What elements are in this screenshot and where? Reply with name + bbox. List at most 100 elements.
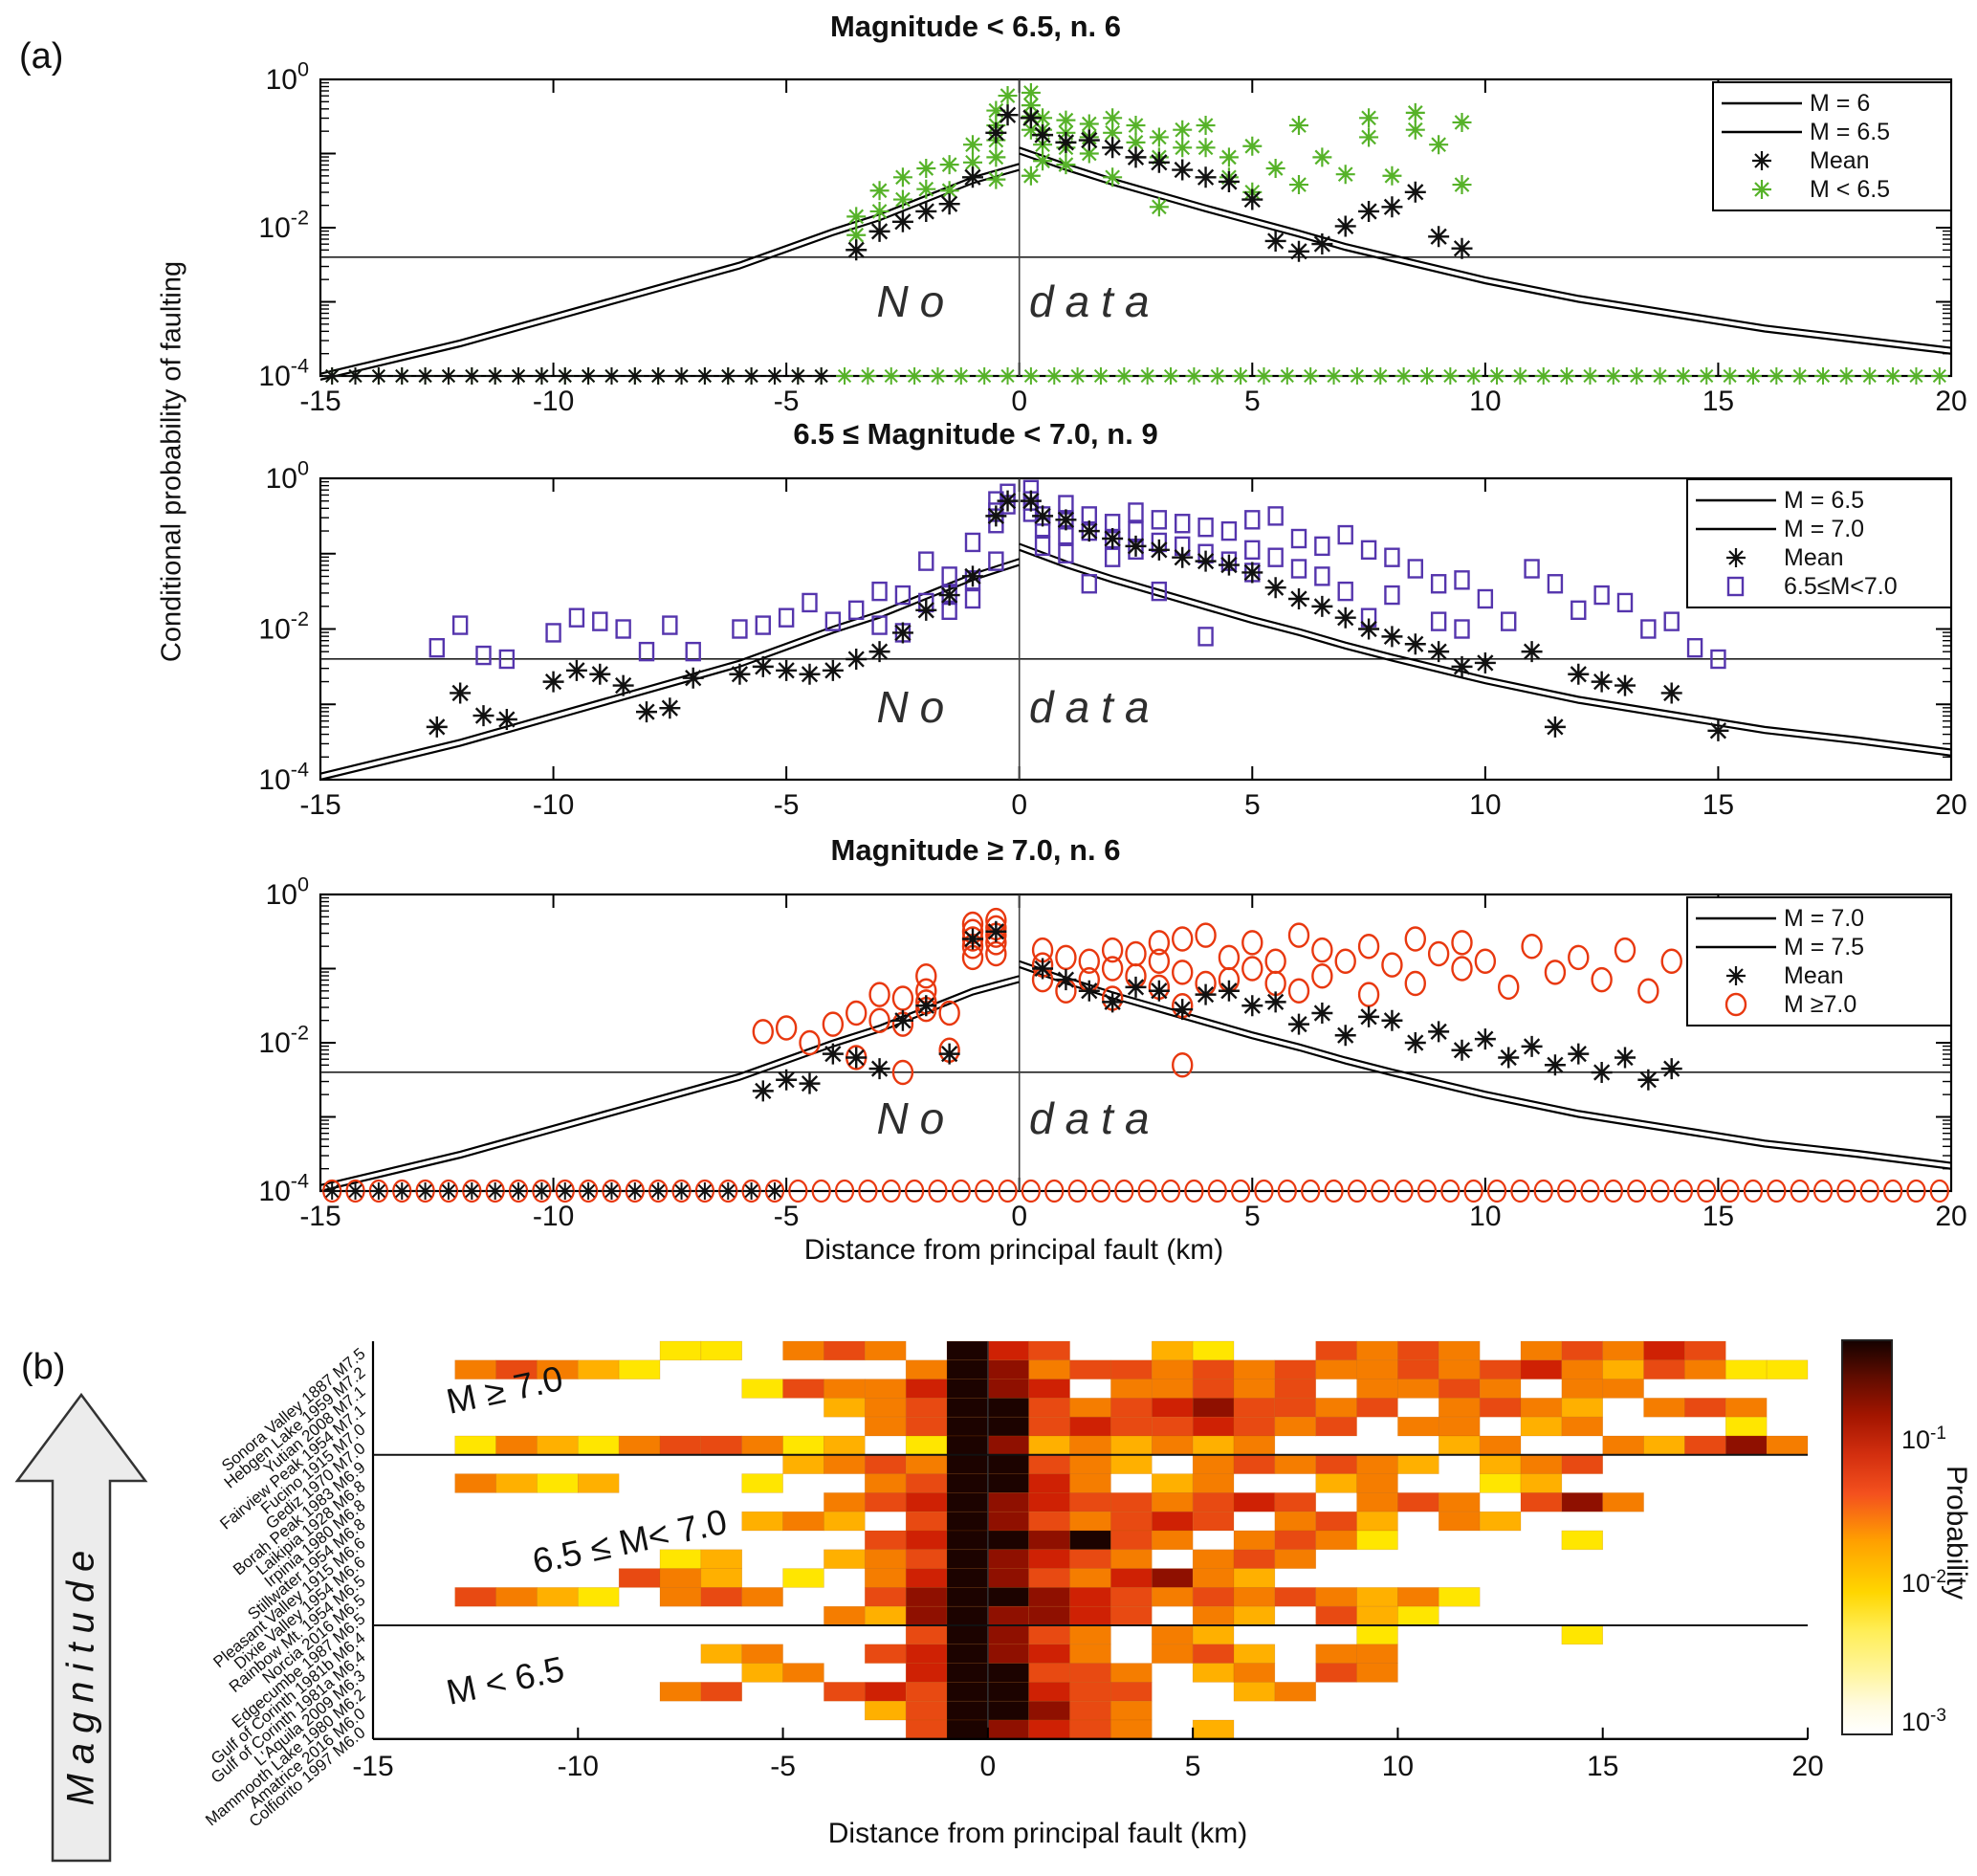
heatmap-cell [824, 1492, 866, 1512]
floor-event-marker [1511, 367, 1529, 385]
floor-event-marker [1720, 1179, 1740, 1203]
mean-marker [1148, 980, 1170, 1002]
event-marker [892, 167, 912, 188]
event-marker [894, 585, 912, 606]
model-curve [319, 981, 1021, 1193]
floor-mean-marker [416, 367, 434, 385]
line-legend-swatch [1696, 498, 1776, 502]
x-tick-label: 0 [1011, 1201, 1027, 1232]
mean-marker [472, 705, 494, 727]
heatmap-cell [782, 1435, 824, 1456]
heatmap-cell [1069, 1492, 1111, 1512]
floor-event-marker [1510, 1179, 1530, 1203]
mean-marker [822, 1043, 844, 1065]
heatmap-cell [1520, 1473, 1563, 1493]
heatmap-cell [741, 1435, 783, 1456]
heatmap-cell [1684, 1398, 1726, 1418]
legend-item-label: M = 7.0 [1784, 515, 1865, 542]
heatmap-cell [1356, 1511, 1398, 1532]
event-marker [1289, 116, 1308, 136]
mean-marker [985, 920, 1007, 942]
heatmap-cell [946, 1340, 989, 1361]
floor-mean-marker [346, 367, 364, 385]
heatmap-cell [1643, 1359, 1685, 1379]
event-marker [1335, 165, 1355, 185]
floor-event-marker [1348, 367, 1366, 385]
heatmap-cell [1110, 1416, 1153, 1437]
model-curve [319, 975, 1021, 1186]
event-marker [915, 963, 937, 989]
mean-marker [450, 682, 472, 704]
line-legend-swatch [1696, 527, 1776, 531]
mean-marker [1428, 226, 1450, 248]
event-marker [428, 637, 445, 658]
event-marker [1149, 127, 1169, 147]
floor-mean-marker [533, 1182, 551, 1200]
heatmap-cell [1069, 1435, 1111, 1456]
event-marker [1407, 559, 1423, 579]
heatmap-cell [1479, 1435, 1522, 1456]
event-marker [869, 181, 890, 201]
asterisk-legend-swatch [1752, 180, 1771, 199]
floor-event-marker [1673, 1179, 1693, 1203]
floor-event-marker [1721, 367, 1739, 385]
event-marker [1241, 956, 1263, 982]
floor-mean-marker [510, 1182, 528, 1200]
event-marker [1474, 948, 1497, 974]
event-marker [1571, 600, 1587, 621]
asterisk-legend-swatch [1726, 966, 1746, 985]
heatmap-cell [1274, 1359, 1317, 1379]
heatmap-cell [1028, 1492, 1070, 1512]
heatmap-cell [1110, 1549, 1153, 1569]
heatmap-cell [1069, 1644, 1111, 1664]
heatmap-cell [1766, 1359, 1809, 1379]
heatmap-cell [1110, 1511, 1153, 1532]
event-marker [1616, 592, 1634, 613]
floor-mean-marker [416, 1182, 434, 1200]
model-curve [1019, 146, 1952, 349]
colorbar [1841, 1339, 1893, 1735]
mean-marker [776, 659, 798, 681]
line-legend-swatch [1722, 101, 1802, 105]
heatmap-cell [1110, 1398, 1153, 1418]
heatmap-cell [1192, 1398, 1235, 1418]
event-marker [1197, 517, 1214, 538]
heatmap-cell [905, 1605, 948, 1626]
floor-event-marker [1044, 1179, 1065, 1203]
mean-marker [1707, 719, 1729, 741]
mean-marker [1660, 1058, 1682, 1080]
mean-marker [729, 663, 751, 685]
mean-marker [1474, 1028, 1496, 1050]
heatmap-cell [1233, 1568, 1276, 1588]
legend-item-label: M = 6.5 [1784, 486, 1865, 514]
event-marker [1405, 102, 1425, 122]
event-marker [475, 645, 492, 666]
heatmap-cell [1356, 1473, 1398, 1493]
heatmap-cell [905, 1700, 948, 1721]
floor-event-marker [811, 1179, 831, 1203]
floor-event-marker [1627, 1179, 1647, 1203]
heatmap-cell [1028, 1719, 1070, 1740]
floor-mean-marker [463, 1182, 481, 1200]
mean-marker [846, 1047, 868, 1069]
event-marker [638, 641, 655, 662]
mean-marker [1521, 641, 1543, 663]
event-marker [662, 615, 678, 635]
event-marker [568, 607, 585, 628]
heatmap-cell [1356, 1492, 1398, 1512]
mean-marker [1334, 607, 1356, 629]
event-marker [986, 147, 1006, 167]
heatmap-cell [1233, 1379, 1276, 1399]
event-marker [1498, 974, 1520, 1001]
heatmap-cell [864, 1605, 907, 1626]
heatmap-cell [987, 1682, 1030, 1702]
heatmap-cell [1028, 1416, 1070, 1437]
heatmap-cell [1315, 1511, 1357, 1532]
heatmap-cell [782, 1379, 824, 1399]
event-marker [1311, 963, 1333, 989]
heatmap-cell [864, 1398, 907, 1418]
heatmap-cell [1315, 1530, 1357, 1551]
mean-marker [1195, 983, 1217, 1005]
heatmap-cell [1110, 1587, 1153, 1607]
